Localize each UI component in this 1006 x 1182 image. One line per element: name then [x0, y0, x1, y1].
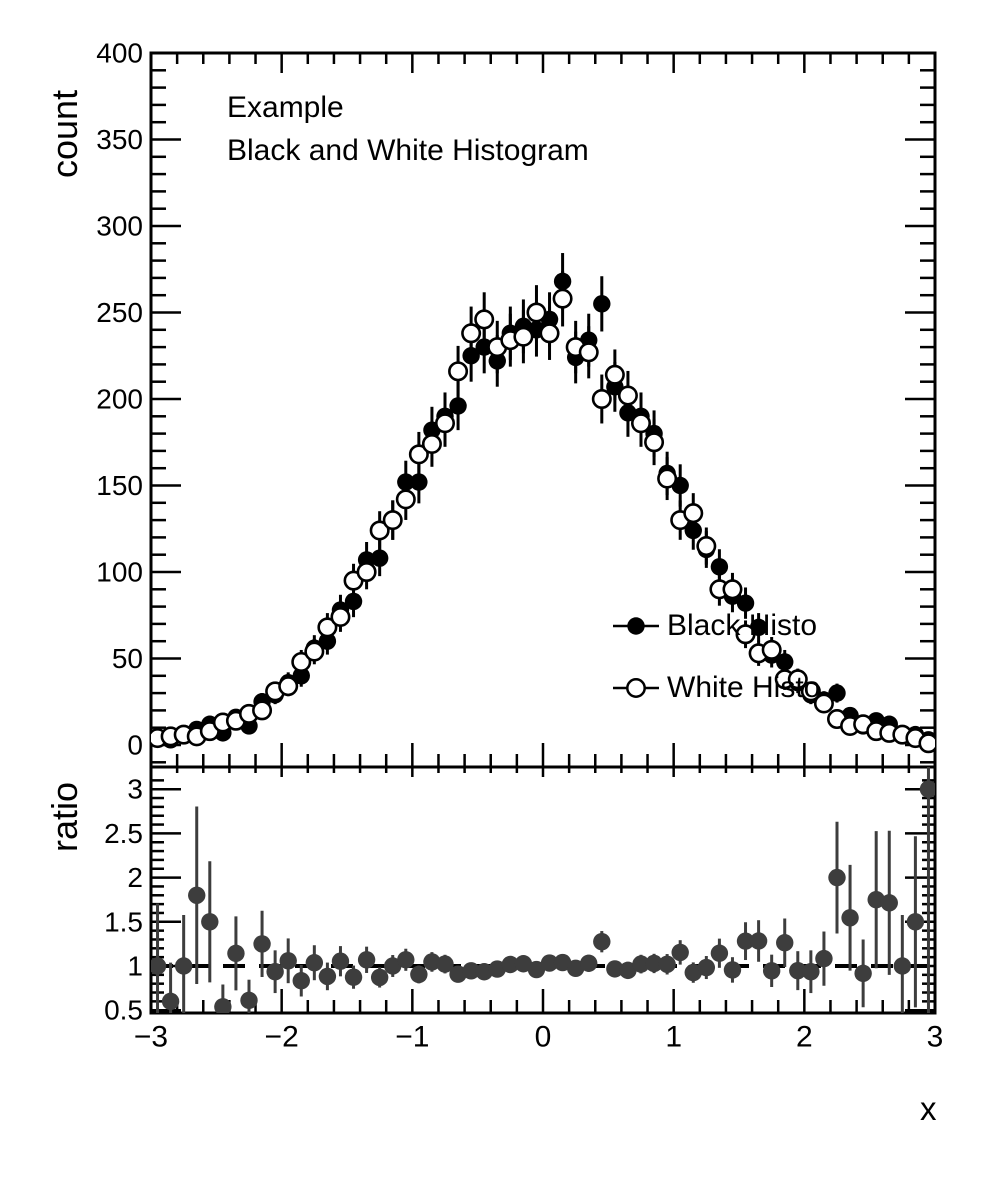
white-histo-points — [151, 270, 935, 754]
plot-title-line1: Example — [227, 91, 344, 124]
main-y-axis-title: count — [44, 89, 85, 178]
ratio-y-tick-label-3: 3 — [127, 774, 143, 805]
x-axis-title: x — [920, 1090, 937, 1127]
legend-entry-black-histo: Black Histo — [612, 608, 820, 644]
plot-title-line2: Black and White Histogram — [227, 134, 589, 167]
x-tick-label-1: 1 — [665, 1021, 682, 1054]
legend-label-white-histo: White Histo — [667, 671, 821, 704]
plot-title: Example Black and White Histogram — [227, 86, 589, 172]
main-y-tick-label-400: 400 — [96, 38, 143, 69]
axis-tick-labels: 0 50 100 150 200 250 300 350 400 0.5 1 1.5 2 2.5 3 −3 −2… — [96, 38, 943, 1054]
x-tick-label--2: −2 — [265, 1021, 299, 1054]
legend: Black Histo White Histo — [612, 608, 820, 706]
main-y-tick-label-200: 200 — [96, 384, 143, 415]
ratio-y-tick-label-0.5: 0.5 — [104, 995, 143, 1026]
main-y-tick-label-100: 100 — [96, 557, 143, 588]
x-tick-label-0: 0 — [535, 1021, 552, 1054]
main-y-tick-label-50: 50 — [112, 643, 143, 674]
x-tick-label--3: −3 — [134, 1021, 168, 1054]
legend-entry-white-histo: White Histo — [612, 670, 820, 706]
ratio-y-tick-label-1: 1 — [127, 951, 143, 982]
axis-ticks — [149, 51, 937, 1013]
x-tick-label-2: 2 — [796, 1021, 813, 1054]
filled-circle-marker-icon — [613, 617, 659, 635]
main-y-tick-label-150: 150 — [96, 470, 143, 501]
ratio-y-tick-label-2: 2 — [127, 862, 143, 893]
x-tick-label-3: 3 — [927, 1021, 944, 1054]
main-y-tick-label-250: 250 — [96, 297, 143, 328]
ratio-y-axis-title: ratio — [44, 781, 85, 852]
main-y-tick-label-350: 350 — [96, 124, 143, 155]
main-y-tick-label-0: 0 — [127, 730, 143, 761]
x-tick-label--1: −1 — [395, 1021, 429, 1054]
ratio-panel-data — [151, 767, 935, 1013]
open-circle-marker-icon — [613, 678, 659, 698]
ratio-y-tick-label-1.5: 1.5 — [104, 906, 143, 937]
legend-label-black-histo: Black Histo — [667, 609, 818, 642]
main-panel-data — [151, 253, 935, 754]
main-y-tick-label-300: 300 — [96, 211, 143, 242]
ratio-y-tick-label-2.5: 2.5 — [104, 818, 143, 849]
